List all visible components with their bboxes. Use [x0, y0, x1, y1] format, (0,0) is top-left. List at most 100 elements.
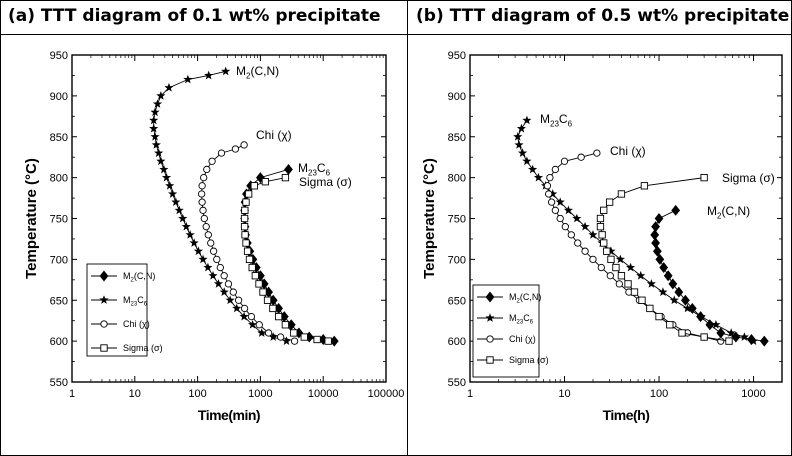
- x-tick-label: 1000: [248, 388, 272, 400]
- legend-marker: [486, 356, 494, 364]
- data-point: [149, 115, 159, 125]
- data-point: [548, 189, 558, 198]
- legend-label: Sigma (σ): [123, 343, 163, 353]
- data-point: [243, 247, 252, 255]
- data-point: [589, 255, 597, 264]
- data-point: [290, 337, 299, 345]
- legend-label: M23C6: [123, 295, 148, 308]
- data-point: [669, 295, 679, 305]
- data-point: [263, 296, 272, 304]
- data-point: [164, 82, 174, 92]
- data-point: [149, 123, 159, 133]
- y-tick-label: 800: [448, 173, 466, 185]
- data-point: [717, 337, 725, 345]
- legend-box: [472, 284, 540, 378]
- data-point: [240, 141, 248, 149]
- data-point: [203, 165, 211, 174]
- data-point: [181, 221, 191, 231]
- data-point: [150, 107, 160, 117]
- legend-marker: [99, 295, 109, 304]
- data-point: [659, 262, 669, 274]
- data-point: [239, 311, 249, 321]
- data-point: [240, 223, 249, 231]
- legend-marker: [485, 291, 495, 303]
- data-point: [700, 333, 708, 341]
- data-point: [240, 304, 249, 313]
- data-point: [242, 198, 250, 206]
- data-point: [655, 253, 665, 265]
- data-point: [221, 66, 231, 76]
- data-point: [605, 198, 614, 206]
- data-point: [229, 288, 237, 296]
- data-point: [646, 279, 656, 288]
- data-point: [203, 262, 213, 272]
- data-point: [687, 302, 697, 314]
- series-label: Chi (χ): [256, 128, 292, 142]
- data-point: [300, 333, 308, 341]
- x-tick-label: 100: [188, 388, 206, 400]
- data-point: [615, 254, 625, 264]
- data-point: [581, 247, 589, 255]
- series-label: Chi (χ): [610, 144, 646, 158]
- data-point: [257, 328, 267, 337]
- data-point: [696, 311, 706, 321]
- x-tick-label: 1: [467, 388, 473, 400]
- legend: M2(C,N) M23C6 Chi (χ) Sigma (σ): [472, 284, 549, 378]
- data-point: [593, 149, 601, 157]
- series-label: Sigma (σ): [722, 171, 775, 185]
- y-tick-label: 850: [448, 132, 466, 144]
- y-tick-label: 550: [448, 377, 466, 389]
- data-point: [159, 164, 169, 174]
- data-point: [213, 279, 224, 288]
- x-tick-label: 10: [558, 388, 570, 400]
- legend-marker: [100, 320, 108, 328]
- data-point: [197, 190, 206, 198]
- data-point: [551, 165, 560, 174]
- data-point: [241, 231, 249, 239]
- data-point: [251, 272, 259, 280]
- data-point: [168, 189, 178, 198]
- y-tick-label: 750: [50, 214, 68, 226]
- data-point: [646, 304, 654, 313]
- series-label: M2(C,N): [236, 64, 279, 81]
- data-point: [580, 221, 590, 231]
- y-tick-label: 700: [50, 254, 68, 266]
- data-point: [545, 190, 553, 198]
- x-tick-label: 10: [129, 388, 141, 400]
- data-point: [225, 295, 235, 305]
- legend-marker: [486, 335, 494, 343]
- y-tick-label: 700: [448, 254, 466, 266]
- data-point: [556, 214, 564, 223]
- y-tick-label: 650: [50, 295, 68, 307]
- data-point: [231, 145, 240, 153]
- data-point: [290, 329, 298, 337]
- y-tick-label: 950: [50, 50, 68, 62]
- data-point: [281, 173, 290, 182]
- series-label: M23C6: [540, 112, 573, 129]
- data-point: [189, 238, 199, 247]
- data-point: [655, 312, 663, 321]
- data-point: [748, 336, 759, 346]
- y-tick-label: 900: [448, 91, 466, 103]
- data-point: [269, 304, 277, 313]
- data-point: [245, 255, 254, 264]
- data-point: [533, 172, 544, 182]
- data-point: [650, 229, 660, 241]
- data-point: [624, 280, 632, 288]
- data-point: [551, 206, 560, 214]
- y-tick-label: 650: [448, 295, 466, 307]
- data-point: [606, 246, 616, 256]
- data-point: [603, 247, 611, 255]
- data-point: [171, 197, 181, 207]
- data-point: [208, 270, 218, 280]
- y-tick-label: 600: [448, 336, 466, 348]
- series-label: M2(C,N): [707, 204, 750, 221]
- legend-label: M2(C,N): [123, 271, 155, 284]
- data-point: [671, 204, 681, 216]
- data-point: [596, 223, 605, 231]
- y-tick-label: 800: [50, 173, 68, 185]
- data-point: [185, 230, 195, 239]
- data-point: [255, 280, 263, 288]
- data-point: [248, 263, 256, 272]
